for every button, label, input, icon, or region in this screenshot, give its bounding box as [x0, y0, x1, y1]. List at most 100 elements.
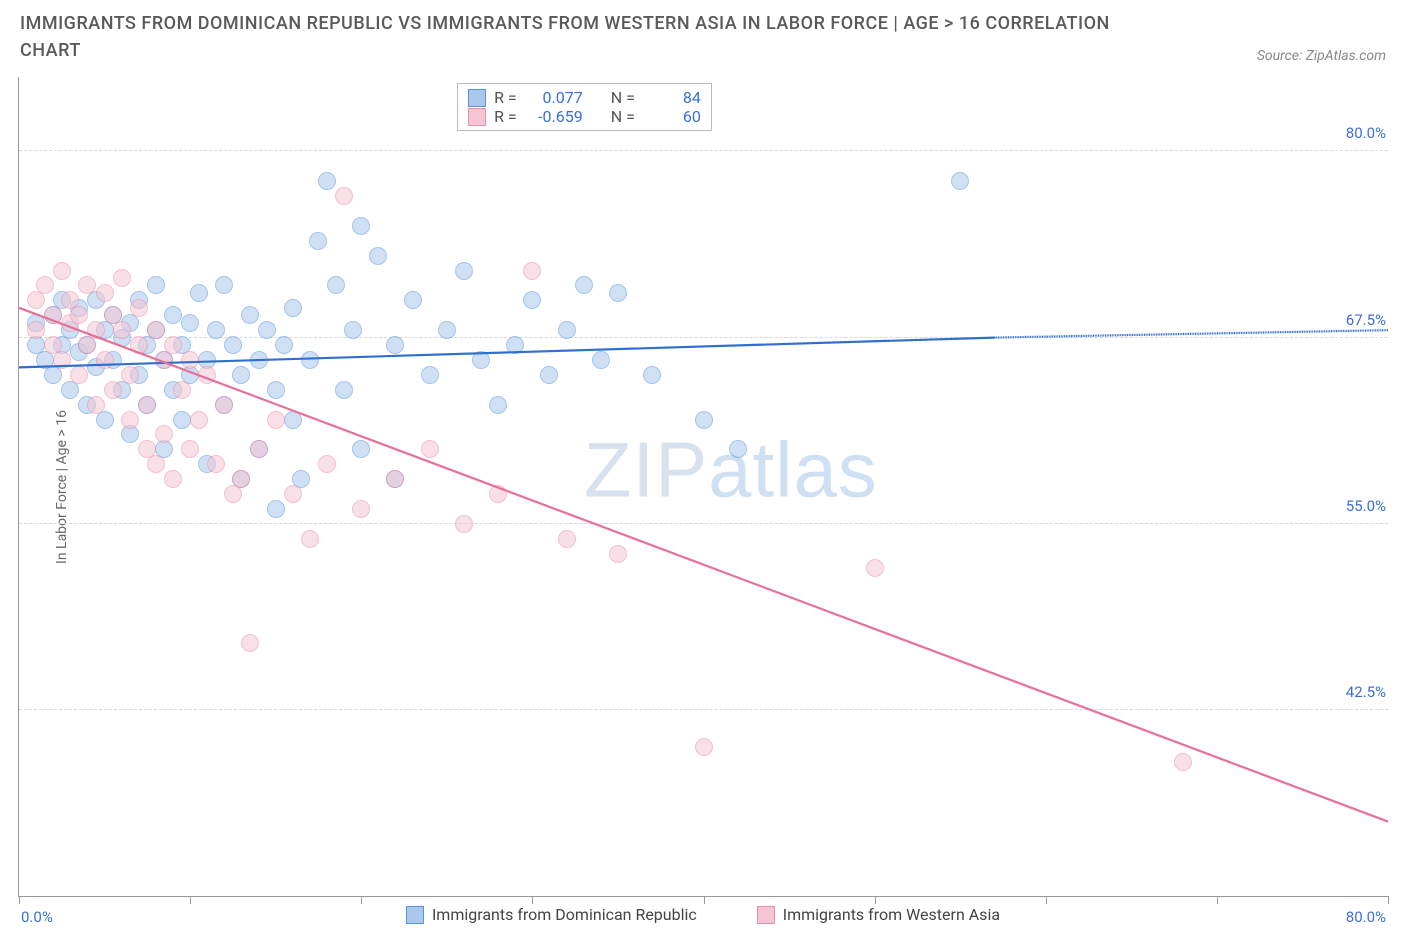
data-point-wa	[267, 411, 285, 429]
x-tick	[704, 896, 705, 904]
data-point-wa	[113, 269, 131, 287]
stats-legend: R = 0.077 N = 84 R = -0.659 N = 60	[457, 83, 712, 131]
data-point-wa	[44, 306, 62, 324]
data-point-wa	[113, 321, 131, 339]
x-tick	[1388, 896, 1389, 904]
data-point-wa	[155, 425, 173, 443]
data-point-dr	[386, 336, 404, 354]
chart-area: In Labor Force | Age > 16 ZIPatlas 42.5%…	[18, 77, 1388, 897]
data-point-dr	[455, 262, 473, 280]
stats-row-wa: R = -0.659 N = 60	[468, 107, 701, 126]
y-tick-label: 67.5%	[1342, 311, 1390, 329]
data-point-dr	[241, 306, 259, 324]
data-point-wa	[147, 321, 165, 339]
chart-title: IMMIGRANTS FROM DOMINICAN REPUBLIC VS IM…	[20, 10, 1120, 64]
data-point-dr	[164, 306, 182, 324]
data-point-wa	[96, 284, 114, 302]
data-point-wa	[87, 321, 105, 339]
data-point-wa	[352, 500, 370, 518]
data-point-dr	[250, 351, 268, 369]
data-point-wa	[455, 515, 473, 533]
data-point-wa	[250, 440, 268, 458]
y-tick-label: 55.0%	[1342, 497, 1390, 515]
data-point-wa	[284, 485, 302, 503]
data-point-dr	[506, 336, 524, 354]
r-label-dr: R =	[494, 88, 517, 107]
x-tick	[1046, 896, 1047, 904]
y-tick-label: 42.5%	[1342, 683, 1390, 701]
data-point-wa	[489, 485, 507, 503]
data-point-wa	[241, 634, 259, 652]
swatch-wa	[468, 108, 486, 126]
data-point-wa	[190, 411, 208, 429]
data-point-dr	[173, 411, 191, 429]
data-point-wa	[130, 299, 148, 317]
data-point-dr	[344, 321, 362, 339]
data-point-dr	[335, 381, 353, 399]
data-point-dr	[729, 440, 747, 458]
data-point-wa	[181, 351, 199, 369]
data-point-wa	[70, 306, 88, 324]
data-point-dr	[215, 276, 233, 294]
data-point-dr	[267, 381, 285, 399]
legend-swatch-dr	[406, 906, 424, 924]
x-tick	[190, 896, 191, 904]
x-tick	[361, 896, 362, 904]
x-tick	[19, 896, 20, 904]
n-label-wa: N =	[611, 107, 635, 126]
gridline-h	[19, 150, 1388, 151]
data-point-dr	[275, 336, 293, 354]
data-point-wa	[181, 440, 199, 458]
data-point-wa	[138, 396, 156, 414]
data-point-wa	[695, 738, 713, 756]
data-point-dr	[438, 321, 456, 339]
data-point-wa	[207, 455, 225, 473]
legend-label-wa: Immigrants from Western Asia	[783, 905, 1000, 924]
data-point-wa	[36, 276, 54, 294]
data-point-dr	[232, 366, 250, 384]
data-point-wa	[198, 366, 216, 384]
data-point-dr	[181, 314, 199, 332]
data-point-dr	[609, 284, 627, 302]
data-point-wa	[164, 470, 182, 488]
data-point-wa	[96, 351, 114, 369]
x-tick	[875, 896, 876, 904]
data-point-dr	[540, 366, 558, 384]
n-value-dr: 84	[643, 88, 701, 107]
legend-item-dr: Immigrants from Dominican Republic	[406, 905, 697, 924]
legend-item-wa: Immigrants from Western Asia	[757, 905, 1000, 924]
data-point-dr	[695, 411, 713, 429]
data-point-wa	[27, 321, 45, 339]
r-label-wa: R =	[494, 107, 517, 126]
data-point-wa	[53, 351, 71, 369]
data-point-wa	[121, 366, 139, 384]
data-point-dr	[301, 351, 319, 369]
data-point-wa	[609, 545, 627, 563]
data-point-dr	[592, 351, 610, 369]
n-label-dr: N =	[611, 88, 635, 107]
data-point-dr	[421, 366, 439, 384]
plot-surface: 42.5%55.0%67.5%80.0%	[19, 77, 1388, 896]
data-point-dr	[267, 500, 285, 518]
n-value-wa: 60	[643, 107, 701, 126]
data-point-dr	[284, 299, 302, 317]
data-point-dr	[951, 172, 969, 190]
data-point-wa	[215, 396, 233, 414]
data-point-dr	[472, 351, 490, 369]
data-point-wa	[173, 381, 191, 399]
trend-lines	[19, 77, 1388, 896]
gridline-h	[19, 337, 1388, 338]
stats-row-dr: R = 0.077 N = 84	[468, 88, 701, 107]
data-point-wa	[104, 381, 122, 399]
data-point-dr	[258, 321, 276, 339]
chart-source: Source: ZipAtlas.com	[1257, 48, 1386, 64]
data-point-wa	[53, 262, 71, 280]
swatch-dr	[468, 89, 486, 107]
data-point-dr	[309, 232, 327, 250]
data-point-wa	[301, 530, 319, 548]
data-point-dr	[404, 291, 422, 309]
r-value-dr: 0.077	[525, 88, 583, 107]
x-tick	[1217, 896, 1218, 904]
data-point-dr	[352, 440, 370, 458]
data-point-wa	[523, 262, 541, 280]
